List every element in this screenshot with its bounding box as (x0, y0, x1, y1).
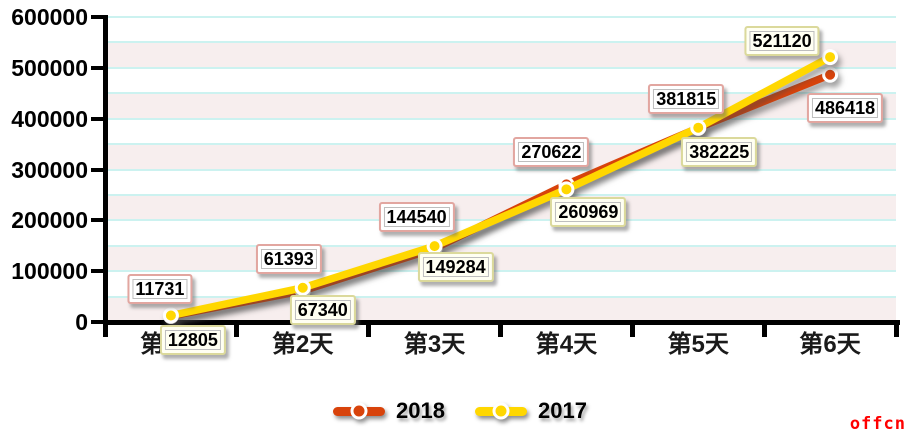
gridline (108, 66, 896, 69)
plot-band (108, 245, 896, 272)
y-axis-tick (91, 15, 104, 19)
y-axis-tick (91, 65, 104, 70)
legend-label-2018: 2018 (396, 398, 445, 423)
y-axis-label: 600000 (11, 4, 88, 30)
watermark: offcn (849, 414, 906, 434)
y-axis-label: 100000 (11, 258, 88, 285)
legend-dot-2018 (350, 402, 368, 420)
data-point-2017 (690, 119, 707, 136)
data-label-2017: 67340 (289, 294, 356, 325)
gridline (108, 16, 896, 18)
gridline (108, 295, 896, 298)
y-axis-label: 400000 (11, 105, 88, 132)
data-point-2018 (690, 119, 707, 136)
plot-band (108, 144, 896, 170)
legend-marker-2018 (333, 402, 386, 420)
x-axis-tick (498, 325, 503, 337)
gridline (108, 117, 896, 120)
gridline (108, 41, 896, 44)
data-label-2017: 12805 (159, 325, 226, 356)
gridline (108, 219, 896, 222)
data-label-2018: 144540 (378, 201, 455, 232)
y-axis-label: 500000 (11, 54, 88, 81)
gridline (108, 270, 896, 273)
data-point-2018 (822, 66, 839, 83)
x-axis-tick (761, 325, 767, 337)
legend-item-2017: 2017 (475, 398, 587, 424)
y-axis-label: 200000 (11, 207, 88, 234)
gridline (108, 244, 896, 247)
data-label-2017: 521120 (744, 26, 820, 57)
legend-dot-2017 (492, 402, 510, 420)
x-axis-label: 第5天 (667, 331, 729, 358)
plot-band (108, 93, 896, 119)
y-axis-tick (91, 167, 104, 172)
data-label-2018: 61393 (255, 243, 322, 274)
x-axis-label: 第2天 (272, 331, 334, 358)
y-axis-tick (91, 320, 104, 324)
legend-marker-2017 (475, 402, 527, 420)
y-axis-label: 300000 (11, 156, 88, 183)
data-label-2018: 11731 (127, 274, 193, 305)
y-axis-tick (91, 218, 104, 223)
y-axis-label: 0 (75, 309, 88, 335)
x-axis-label: 第4天 (535, 331, 598, 358)
x-axis-tick (234, 325, 240, 337)
gridline (108, 92, 896, 95)
data-label-2018: 270622 (513, 137, 590, 168)
data-label-2017: 260969 (550, 197, 627, 228)
y-axis-tick (91, 269, 104, 274)
x-axis-label: 第6天 (799, 331, 861, 358)
data-point-2017 (294, 279, 311, 296)
legend: 2018 2017 (0, 398, 920, 424)
y-axis (103, 15, 108, 325)
legend-label-2017: 2017 (538, 398, 587, 423)
plot-band (108, 194, 896, 221)
x-axis-tick (102, 325, 108, 337)
data-label-2018: 381815 (648, 83, 725, 114)
data-label-2017: 149284 (417, 252, 494, 283)
gridline (108, 193, 896, 196)
y-axis-tick (91, 116, 104, 121)
x-axis-tick (629, 325, 635, 337)
x-axis-tick (893, 325, 899, 337)
x-axis (103, 320, 900, 325)
legend-item-2018: 2018 (333, 398, 445, 424)
x-axis-tick (366, 325, 372, 337)
gridline (108, 143, 896, 146)
plot-band (108, 296, 896, 322)
gridline (108, 168, 896, 171)
data-label-2018: 486418 (807, 92, 884, 123)
x-axis-label: 第3天 (403, 331, 466, 358)
data-point-2018 (558, 176, 575, 193)
data-label-2017: 382225 (681, 136, 758, 167)
